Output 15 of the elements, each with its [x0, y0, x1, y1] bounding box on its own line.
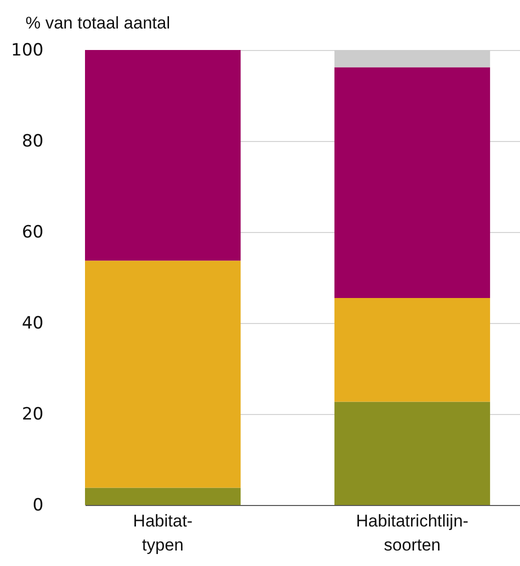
x-tick-label: Habitat- typen [133, 512, 193, 554]
y-tick-label: 20 [22, 404, 44, 424]
y-tick-label: 40 [22, 314, 44, 334]
y-tick-label: 60 [22, 222, 44, 242]
y-tick-label: 80 [22, 132, 44, 152]
y-tick-label: 100 [11, 40, 44, 60]
bar [334, 67, 490, 298]
bar [85, 260, 241, 488]
bar [334, 402, 490, 505]
bar [85, 50, 241, 261]
x-tick-label: Habitatrichtlijn- soorten [356, 512, 468, 554]
y-axis-title: % van totaal aantal [26, 14, 170, 32]
bar [85, 488, 241, 505]
bar [334, 298, 490, 402]
y-tick-label: 0 [32, 496, 44, 516]
